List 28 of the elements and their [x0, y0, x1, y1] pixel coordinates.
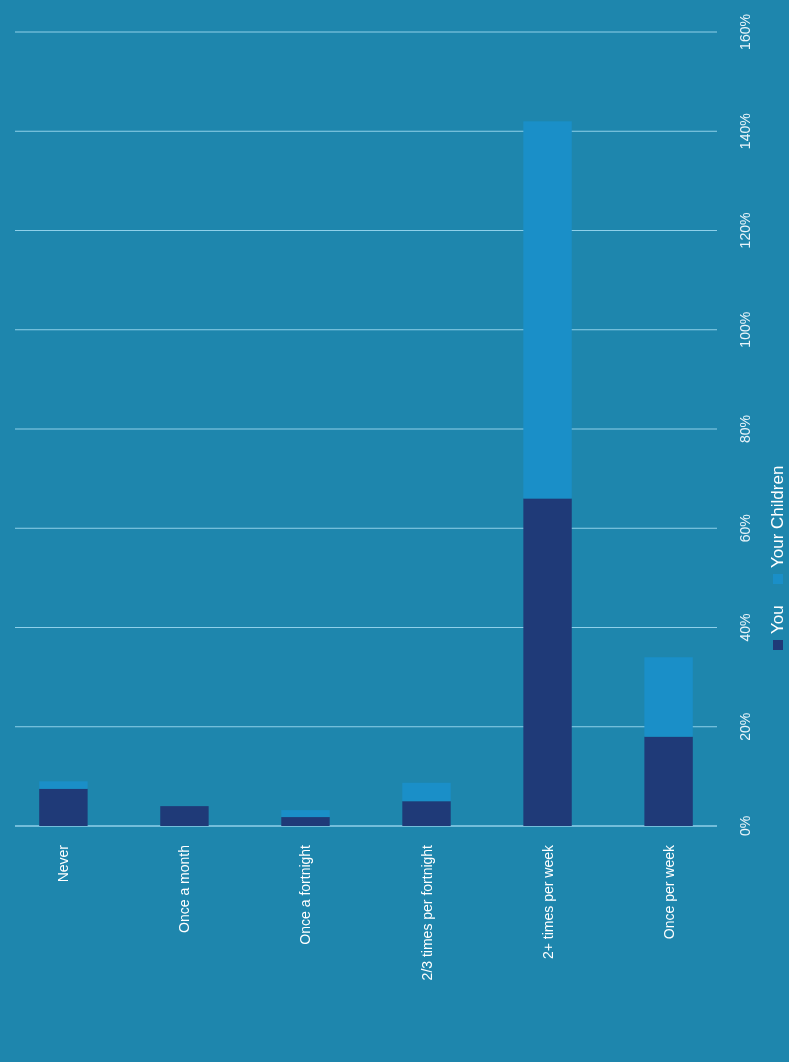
x-tick-label: 2/3 times per fortnight — [418, 844, 435, 981]
bar — [523, 498, 572, 826]
bar — [281, 817, 330, 826]
bar — [644, 736, 693, 826]
bar — [160, 806, 209, 826]
x-tick-label: Once a month — [176, 845, 193, 933]
bar — [402, 782, 451, 802]
x-tick-label: Never — [55, 844, 72, 883]
y-tick-label: 100% — [737, 311, 753, 348]
bar — [402, 801, 451, 826]
y-tick-label: 40% — [737, 613, 753, 642]
text: Your Children — [768, 465, 787, 568]
y-tick-label: 140% — [737, 113, 753, 150]
y-tick-label: 160% — [737, 14, 753, 50]
bar — [523, 121, 572, 499]
bar — [281, 810, 330, 818]
bar — [644, 657, 693, 737]
y-tick-label: 120% — [737, 212, 753, 249]
bar — [39, 788, 88, 826]
x-tick-label: Once per week — [660, 844, 677, 940]
bar — [39, 781, 88, 789]
y-tick-label: 0% — [737, 815, 753, 837]
y-tick-label: 60% — [737, 514, 753, 543]
x-tick-label: 2+ times per week — [539, 844, 556, 959]
y-tick-label: 80% — [737, 414, 753, 444]
y-tick-label: 20% — [737, 712, 753, 741]
x-tick-label: Once a fortnight — [297, 844, 314, 945]
text: You — [768, 605, 787, 634]
